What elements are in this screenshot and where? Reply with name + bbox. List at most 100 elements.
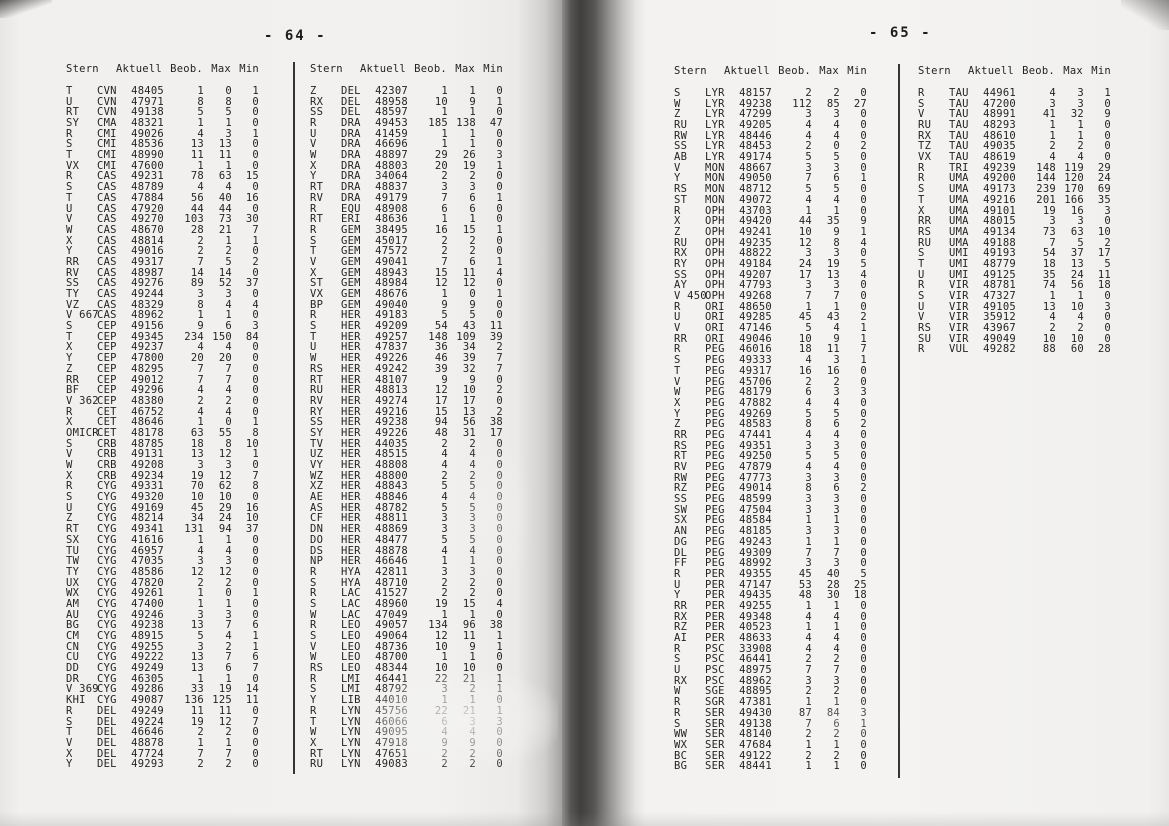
cell-stern: RS [674, 183, 688, 196]
cell-min: 2 [860, 418, 867, 431]
cell-stern: T [66, 191, 73, 204]
cell-max: 1 [225, 234, 232, 247]
cell-max: 2 [225, 394, 232, 407]
cell-max: 12 [462, 277, 476, 290]
cell-aktuell: 48700 [375, 651, 408, 664]
cell-max: 6 [469, 255, 476, 268]
cell-aktuell: 46646 [131, 726, 164, 739]
cell-stern: TU [66, 544, 80, 557]
cell-constellation: CMI [97, 149, 117, 162]
table-row: S SER 49138 7 6 1 [674, 718, 867, 730]
cell-aktuell: 49184 [739, 257, 772, 270]
cell-aktuell: 47504 [739, 503, 772, 516]
cell-aktuell: 47793 [739, 279, 772, 292]
cell-aktuell: 41616 [131, 533, 164, 546]
cell-min: 0 [860, 599, 867, 612]
cell-constellation: OPH [705, 268, 725, 281]
cell-constellation: TAU [949, 108, 969, 121]
cell-constellation: CET [97, 426, 117, 439]
cell-aktuell: 47441 [739, 428, 772, 441]
cell-max: 9 [469, 640, 476, 653]
page-number-64: - 64 - [264, 28, 327, 44]
cell-max: 8 [225, 95, 232, 108]
cell-min: 0 [1104, 322, 1111, 335]
cell-max: 3 [833, 439, 840, 452]
cell-constellation: TAU [949, 140, 969, 153]
table-row: S LAC 48960 19 15 4 [310, 599, 503, 610]
cell-constellation: LAC [341, 597, 361, 610]
cell-constellation: DRA [341, 117, 361, 130]
table-row: CN CYG 49255 3 2 1 [66, 642, 259, 653]
cell-beob: 4 [805, 632, 812, 645]
cell-beob: 2 [805, 653, 812, 666]
cell-constellation: LAC [341, 587, 361, 600]
cell-max: 52 [218, 277, 232, 290]
cell-max: 37 [1070, 247, 1084, 260]
cell-min: 0 [496, 234, 503, 247]
cell-max: 7 [225, 747, 232, 760]
cell-beob: 1 [441, 106, 448, 119]
table-row: BG SER 48441 1 1 0 [674, 761, 867, 772]
cell-stern: WX [66, 587, 80, 600]
cell-beob: 4 [197, 384, 204, 397]
cell-max: 3 [1077, 86, 1084, 99]
cell-stern: T [918, 193, 925, 206]
cell-aktuell: 35912 [983, 311, 1016, 324]
cell-max: 4 [225, 181, 232, 194]
cell-max: 166 [1064, 193, 1084, 206]
cell-beob: 239 [1036, 183, 1056, 196]
cell-aktuell: 49173 [983, 183, 1016, 196]
cell-beob: 87 [798, 706, 812, 719]
cell-aktuell: 48869 [375, 523, 408, 536]
cell-beob: 29 [434, 149, 448, 162]
cell-min: 11 [489, 320, 503, 333]
cell-constellation: HYA [341, 576, 361, 589]
cell-constellation: PEG [705, 439, 725, 452]
cell-min: 3 [860, 706, 867, 719]
cell-max: 12 [218, 715, 232, 728]
cell-min: 1 [496, 159, 503, 172]
cell-min: 3 [860, 386, 867, 399]
cell-constellation: ORI [705, 332, 725, 345]
cell-aktuell: 48293 [983, 119, 1016, 132]
cell-min: 0 [860, 610, 867, 623]
cell-beob: 4 [1049, 151, 1056, 164]
cell-stern: T [310, 245, 317, 258]
cell-max: 28 [826, 578, 840, 591]
cell-min: 0 [252, 758, 259, 771]
cell-max: 3 [833, 247, 840, 260]
cell-stern: CN [66, 640, 80, 653]
cell-beob: 19 [1042, 204, 1056, 217]
cell-stern: FF [674, 557, 688, 570]
cell-beob: 13 [1042, 300, 1056, 313]
table-row: W LYR 49238 112 85 27 [674, 98, 867, 110]
cell-min: 0 [860, 749, 867, 762]
cell-beob: 1 [197, 597, 204, 610]
cell-beob: 7 [805, 546, 812, 559]
cell-beob: 1 [441, 555, 448, 568]
cell-constellation: HER [341, 330, 361, 343]
cell-beob: 3 [805, 674, 812, 687]
cell-max: 5 [1077, 236, 1084, 249]
cell-beob: 1 [441, 138, 448, 151]
cell-beob: 201 [1036, 193, 1056, 206]
cell-min: 1 [496, 630, 503, 643]
cell-constellation: PEG [705, 482, 725, 495]
cell-constellation: CAS [97, 298, 117, 311]
cell-constellation: CEP [97, 394, 117, 407]
cell-stern: R [310, 704, 317, 717]
cell-min: 16 [245, 501, 259, 514]
cell-beob: 3 [805, 471, 812, 484]
cell-stern: X [66, 234, 73, 247]
cell-stern: S [918, 97, 925, 110]
cell-beob: 18 [1042, 257, 1056, 270]
cell-max: 40 [218, 191, 232, 204]
cell-max: 1 [833, 621, 840, 634]
cell-constellation: LAC [341, 608, 361, 621]
cell-min: 1 [860, 354, 867, 367]
table-row: X CET 48646 1 0 1 [66, 417, 259, 428]
cell-max: 2 [225, 245, 232, 258]
table-row: T DEL 46646 2 2 0 [66, 727, 259, 738]
cell-aktuell: 49216 [983, 193, 1016, 206]
cell-min: 1 [252, 127, 259, 140]
